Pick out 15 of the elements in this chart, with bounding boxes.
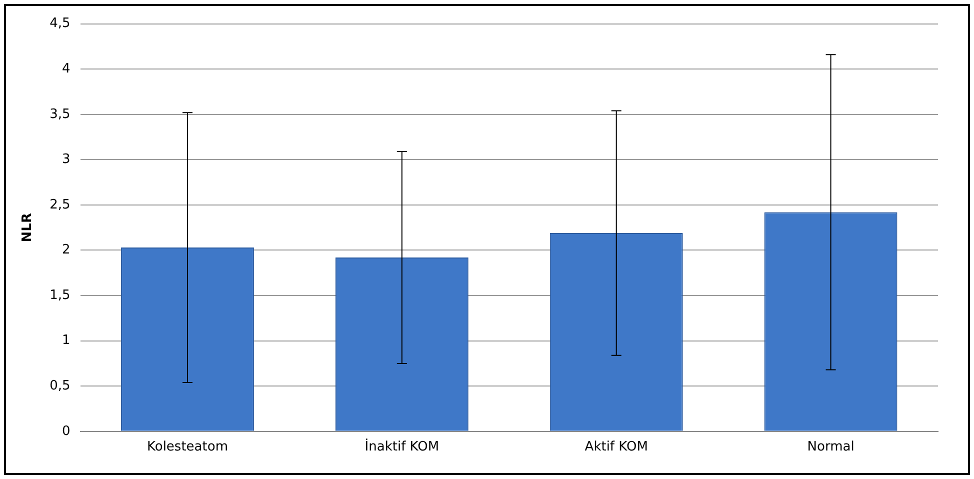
- y-tick-label: 3: [62, 152, 70, 168]
- x-tick-label: İnaktif KOM: [364, 438, 440, 455]
- y-tick-label: 1,5: [50, 288, 70, 303]
- y-tick-label: 4: [62, 61, 70, 76]
- y-tick-label: 2: [62, 242, 70, 258]
- y-tick-label: 2,5: [50, 197, 70, 212]
- y-tick-label: 0: [62, 424, 70, 439]
- x-tick-label: Kolesteatom: [146, 440, 228, 455]
- y-tick-label: 1: [62, 333, 70, 348]
- y-axis-title: NLR: [20, 213, 36, 242]
- y-tick-label: 3,5: [50, 106, 70, 122]
- x-tick-label: Aktif KOM: [584, 440, 648, 455]
- y-tick-label: 0,5: [50, 378, 70, 394]
- x-tick-label: Normal: [807, 440, 854, 455]
- y-tick-label: 4,5: [50, 16, 70, 32]
